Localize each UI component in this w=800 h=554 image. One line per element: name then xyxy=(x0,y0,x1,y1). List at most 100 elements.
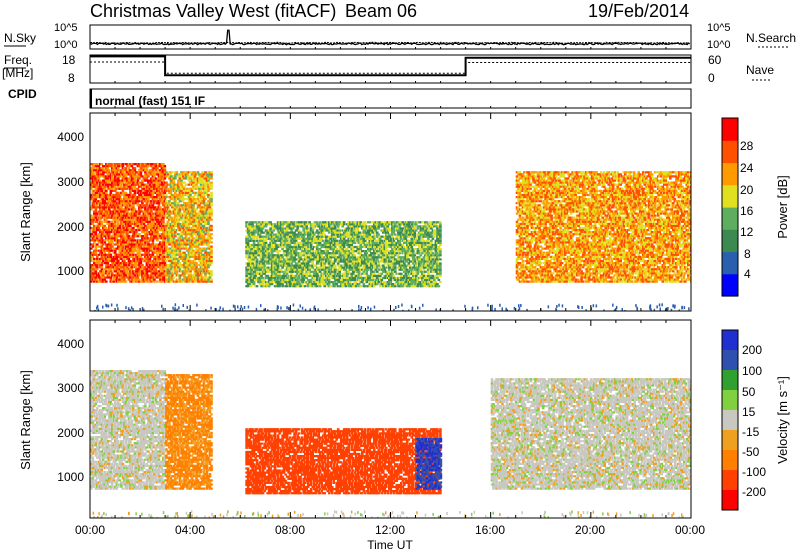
power-cell xyxy=(139,175,143,178)
power-cell xyxy=(269,248,272,251)
power-cell xyxy=(136,247,140,250)
power-cell xyxy=(290,276,293,280)
power-cell xyxy=(267,268,271,271)
power-cell xyxy=(163,262,167,265)
power-cell xyxy=(93,226,96,230)
power-cell xyxy=(160,208,164,211)
power-cell xyxy=(296,241,299,244)
power-cell xyxy=(210,193,213,197)
power-cell xyxy=(151,264,155,267)
power-cell xyxy=(156,179,159,182)
power-cell xyxy=(208,216,212,219)
power-cell xyxy=(126,218,129,221)
power-cell xyxy=(332,229,335,232)
power-cell xyxy=(192,237,195,240)
power-cell xyxy=(103,226,107,230)
power-cell xyxy=(96,268,99,271)
power-cell xyxy=(109,206,113,209)
power-cell xyxy=(303,225,307,228)
power-cell xyxy=(120,268,123,271)
power-cell xyxy=(312,283,316,286)
power-cell xyxy=(321,274,325,277)
power-cell xyxy=(112,216,116,219)
power-cell xyxy=(321,245,325,249)
power-cell xyxy=(198,193,201,197)
power-cell xyxy=(275,274,278,277)
power-cell xyxy=(258,227,262,230)
power-cell xyxy=(160,173,164,176)
power-cell xyxy=(318,248,322,251)
power-cell xyxy=(258,221,262,224)
power-cell xyxy=(327,231,331,234)
power-cell xyxy=(166,173,170,176)
power-cell xyxy=(135,210,138,213)
power-cell xyxy=(136,220,140,223)
power-cell xyxy=(102,274,105,277)
power-cell xyxy=(269,239,272,242)
power-cell xyxy=(267,283,271,286)
power-cell xyxy=(151,171,155,174)
power-cell xyxy=(169,257,173,260)
power-cell xyxy=(177,189,180,192)
power-cell xyxy=(297,283,301,286)
power-cell xyxy=(144,257,147,260)
power-cell xyxy=(139,181,143,184)
power-cell xyxy=(323,235,326,238)
power-cell xyxy=(184,268,188,271)
power-cell xyxy=(93,276,96,279)
power-cell xyxy=(130,210,134,213)
power-cell xyxy=(327,225,331,228)
power-cell xyxy=(264,237,268,240)
power-cell xyxy=(178,208,182,211)
power-cell xyxy=(111,222,114,225)
power-cell xyxy=(123,198,126,201)
power-cell xyxy=(178,214,182,217)
power-cell xyxy=(150,272,153,275)
power-cell xyxy=(102,231,105,234)
power-cell xyxy=(189,229,192,232)
power-cell xyxy=(317,248,320,251)
freq-tick-18: 18 xyxy=(62,53,76,67)
power-cell xyxy=(195,218,198,221)
power-cell xyxy=(99,235,102,238)
power-cell xyxy=(181,233,185,236)
power-cell xyxy=(320,281,323,284)
power-cell xyxy=(115,270,119,273)
power-cell xyxy=(275,245,278,249)
power-cell xyxy=(276,225,280,228)
power-cell xyxy=(296,285,299,288)
power-cell xyxy=(288,254,292,257)
power-cell xyxy=(174,241,177,244)
power-cell xyxy=(181,274,185,277)
power-cell xyxy=(190,253,194,256)
power-cell xyxy=(323,243,326,247)
power-cell xyxy=(163,185,167,188)
power-cell xyxy=(300,221,304,224)
power-cell xyxy=(205,206,209,209)
power-cell xyxy=(300,225,304,228)
power-cell xyxy=(201,237,204,240)
power-cell xyxy=(165,181,168,184)
power-cell xyxy=(199,264,203,267)
power-cell xyxy=(258,237,262,240)
power-cell xyxy=(123,173,126,176)
power-cell xyxy=(102,185,105,188)
power-cell xyxy=(163,251,167,254)
power-cell xyxy=(174,220,177,223)
power-cell xyxy=(246,258,250,261)
power-cell xyxy=(186,191,189,194)
power-cell xyxy=(93,280,96,283)
power-cell xyxy=(275,237,278,240)
power-cell xyxy=(249,274,253,277)
power-cell xyxy=(145,239,149,242)
power-cell xyxy=(154,214,158,217)
power-cell xyxy=(332,270,335,273)
power-cell xyxy=(335,258,338,261)
power-cell xyxy=(314,235,317,238)
power-cell xyxy=(183,262,186,265)
power-cell xyxy=(99,173,102,176)
power-cell xyxy=(169,189,173,192)
power-cell xyxy=(186,183,189,186)
power-cell xyxy=(258,245,262,249)
power-cell xyxy=(103,189,107,192)
